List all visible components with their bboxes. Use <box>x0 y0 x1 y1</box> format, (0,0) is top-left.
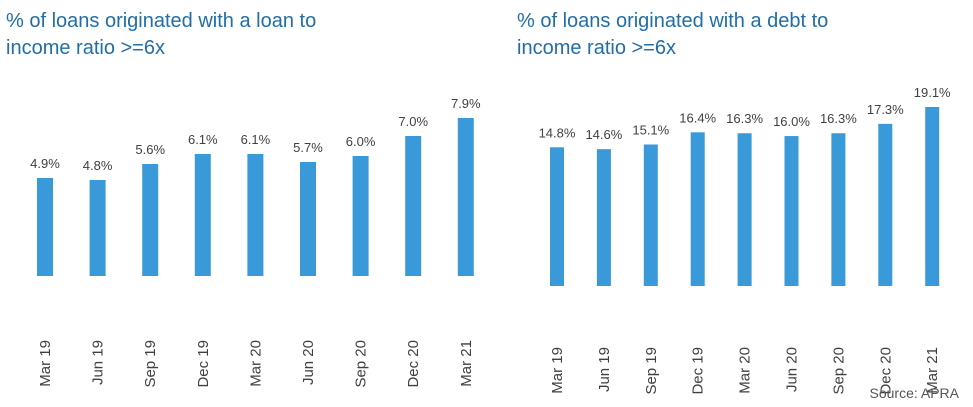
data-label: 16.3% <box>820 111 857 126</box>
x-tick-label: Dec 20 <box>405 340 422 388</box>
bar-dec-20 <box>878 123 893 286</box>
source-note: Source: APRA <box>869 385 960 401</box>
chart-title: % of loans originated with a loan to inc… <box>6 10 317 59</box>
data-label: 17.3% <box>867 102 904 117</box>
x-tick-label: Dec 20 <box>877 347 894 395</box>
x-tick-label: Sep 19 <box>643 347 660 395</box>
loan-to-income-chart: % of loans originated with a loan to inc… <box>0 0 486 388</box>
bar-jun-19 <box>596 149 611 286</box>
data-label: 6.1% <box>188 132 218 147</box>
bar-dec-19 <box>690 132 705 286</box>
debt-to-income-plot: 14.8% Mar 19 14.6% Jun 19 15.1% Sep 19 16.4% De… <box>539 85 952 395</box>
data-label: 15.1% <box>632 122 669 137</box>
x-tick-label: Jun 19 <box>90 340 107 385</box>
data-label: 4.9% <box>30 156 60 171</box>
data-label: 14.6% <box>585 127 622 142</box>
bar-sep-20 <box>352 156 369 276</box>
bar-dec-19 <box>194 154 211 276</box>
data-label: 4.8% <box>83 158 113 173</box>
data-label: 7.0% <box>398 114 428 129</box>
bar-jun-19 <box>89 180 106 276</box>
x-tick-label: Jun 19 <box>596 347 613 392</box>
bar-mar-19 <box>37 178 53 276</box>
x-tick-label: Dec 19 <box>690 347 707 395</box>
x-tick-label: Sep 20 <box>353 340 370 388</box>
data-label: 16.0% <box>773 114 810 129</box>
bar-sep-19 <box>142 164 159 276</box>
chart-title: % of loans originated with a debt to inc… <box>517 10 829 59</box>
bar-mar-19 <box>550 147 564 286</box>
data-label: 6.1% <box>241 132 271 147</box>
bar-sep-19 <box>643 144 658 286</box>
data-label: 7.9% <box>451 96 481 111</box>
bar-mar-21 <box>457 118 474 276</box>
x-tick-label: Jun 20 <box>784 347 801 392</box>
x-tick-label: Mar 20 <box>247 340 264 387</box>
bar-dec-20 <box>405 136 422 276</box>
data-label: 16.4% <box>679 110 716 125</box>
bar-mar-20 <box>247 154 264 276</box>
x-tick-label: Mar 19 <box>37 340 54 387</box>
x-tick-label: Sep 19 <box>142 340 159 388</box>
data-label: 6.0% <box>346 134 376 149</box>
bar-mar-20 <box>737 133 752 286</box>
bar-jun-20 <box>784 136 799 286</box>
loan-to-income-plot: 4.9% Mar 19 4.8% Jun 19 5.6% Sep 19 6.1% Dec 19… <box>30 96 481 388</box>
x-tick-label: Dec 19 <box>195 340 212 388</box>
data-label: 14.8% <box>539 125 576 140</box>
x-tick-label: Mar 19 <box>549 347 566 394</box>
bar-mar-21 <box>925 107 940 286</box>
debt-to-income-chart: % of loans originated with a debt to inc… <box>500 0 973 395</box>
data-label: 5.7% <box>293 140 323 155</box>
x-tick-label: Sep 20 <box>830 347 847 395</box>
data-label: 19.1% <box>914 85 951 100</box>
x-tick-label: Mar 21 <box>924 347 941 394</box>
data-label: 5.6% <box>135 142 165 157</box>
data-label: 16.3% <box>726 111 763 126</box>
x-tick-label: Jun 20 <box>300 340 317 385</box>
x-tick-label: Mar 21 <box>458 340 475 387</box>
x-tick-label: Mar 20 <box>737 347 754 394</box>
bar-jun-20 <box>300 162 316 276</box>
bar-sep-20 <box>831 133 846 286</box>
